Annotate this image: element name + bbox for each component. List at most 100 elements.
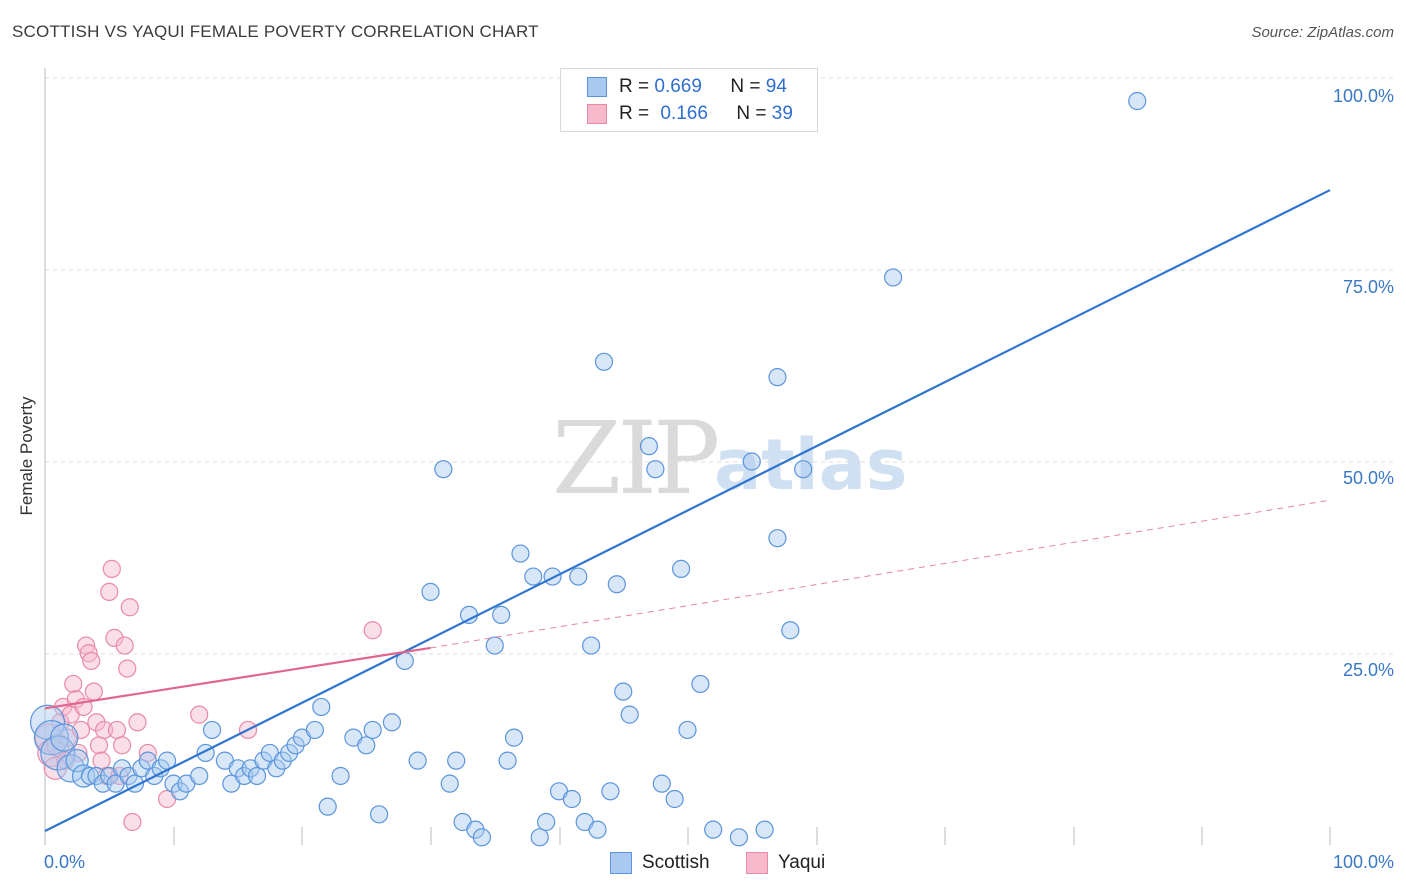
scottish-point — [498, 751, 517, 770]
source-credit: Source: ZipAtlas.com — [1251, 24, 1394, 41]
yaqui-point — [112, 736, 132, 755]
scottish-point — [607, 575, 626, 594]
legend-n-label: N = — [736, 103, 767, 124]
yaqui-point — [84, 682, 103, 701]
yaqui-point — [123, 812, 142, 832]
correlation-legend: R = 0.669 N = 94 R = 0.166 N = 39 — [560, 68, 818, 132]
legend-n-value: 39 — [771, 103, 793, 124]
scottish-point — [678, 720, 697, 740]
scottish-point — [665, 789, 684, 809]
legend-r-value: 0.166 — [660, 103, 708, 124]
scottish-point — [562, 789, 581, 809]
legend-n-label: N = — [730, 76, 761, 97]
scottish-point — [537, 812, 556, 832]
scottish-point — [447, 751, 466, 770]
scottish-point — [652, 774, 671, 793]
scottish-legend-icon — [610, 852, 632, 874]
yaqui-point — [100, 582, 119, 601]
scottish-point — [370, 805, 389, 824]
scottish-point — [755, 820, 774, 839]
chart-title: SCOTTISH VS YAQUI FEMALE POVERTY CORRELA… — [12, 22, 539, 41]
yaqui-point — [118, 659, 137, 678]
scottish-point — [504, 728, 524, 747]
yaqui-point — [87, 713, 106, 732]
scottish-point — [65, 748, 89, 773]
legend-label-yaqui: Yaqui — [778, 852, 826, 873]
trend-lines — [44, 189, 1331, 832]
scottish-point — [671, 559, 691, 578]
scottish-point — [312, 697, 331, 717]
scottish-point — [202, 720, 222, 740]
scottish-point — [440, 774, 459, 793]
legend-n-value: 94 — [765, 76, 787, 97]
scottish-point — [794, 460, 813, 479]
series-legend: Scottish Yaqui — [0, 852, 1406, 878]
x-tick-label-min: 0.0% — [44, 852, 86, 872]
legend-r-label: R = — [619, 103, 650, 124]
scottish-point — [543, 567, 562, 586]
scottish-point — [614, 682, 633, 701]
legend-r-label: R = — [619, 76, 650, 97]
scottish-point — [588, 820, 607, 839]
scottish-point — [247, 766, 267, 786]
scottish-point — [1128, 91, 1147, 111]
yaqui-point — [115, 636, 134, 655]
scottish-point — [318, 797, 337, 816]
yaqui-trend-line — [44, 646, 431, 710]
scottish-point — [691, 674, 710, 694]
scottish-point — [639, 437, 659, 456]
scottish-trend-line — [44, 189, 1331, 832]
scottish-point — [485, 636, 504, 655]
yaqui-trend-extension — [430, 499, 1330, 649]
y-tick-label-25: 25.0% — [1342, 660, 1394, 680]
scottish-point — [646, 460, 665, 479]
scottish-point — [883, 268, 903, 287]
scottish-point — [363, 720, 382, 740]
yaqui-point — [128, 713, 147, 732]
yaqui-point — [64, 674, 83, 694]
scottish-point — [434, 460, 453, 479]
scottish-point — [582, 636, 601, 655]
scottish-point — [71, 764, 96, 788]
scottish-points — [29, 91, 1147, 847]
yaqui-swatch-icon — [587, 104, 607, 124]
scottish-point — [492, 605, 511, 625]
yaqui-point — [95, 720, 114, 740]
y-tick-label-50: 50.0% — [1342, 468, 1394, 488]
legend-label-scottish: Scottish — [642, 852, 710, 873]
scottish-point — [768, 529, 787, 548]
scottish-point — [742, 452, 761, 471]
yaqui-point — [82, 651, 101, 671]
watermark-zip: ZIP — [552, 400, 720, 517]
legend-r-value: 0.669 — [654, 76, 702, 97]
scottish-point — [50, 723, 79, 752]
yaqui-legend-icon — [746, 852, 768, 874]
yaqui-point — [190, 705, 209, 724]
y-tick-label-100: 100.0% — [1332, 86, 1394, 106]
scottish-point — [729, 828, 749, 847]
yaqui-point — [71, 720, 91, 740]
scottish-point — [472, 828, 491, 847]
scottish-point — [305, 720, 324, 740]
scottish-point — [620, 705, 639, 724]
scottish-point — [569, 567, 588, 586]
legend-row-yaqui: R = 0.166 N = 39 — [587, 102, 793, 126]
scottish-point — [704, 820, 723, 839]
scottish-point — [421, 582, 440, 601]
yaqui-points — [34, 559, 382, 832]
axes — [44, 68, 1331, 845]
yaqui-point — [105, 628, 124, 648]
yaqui-point — [102, 559, 121, 578]
scottish-point — [459, 605, 479, 625]
scottish-point — [530, 828, 549, 847]
scottish-swatch-icon — [587, 77, 607, 97]
scottish-point — [601, 782, 620, 801]
y-axis-label: Female Poverty — [17, 396, 36, 516]
yaqui-point — [138, 743, 157, 763]
legend-item-scottish: Scottish — [610, 852, 710, 874]
yaqui-point — [107, 720, 127, 740]
x-tick-label-max: 100.0% — [1332, 852, 1394, 872]
scottish-point — [768, 368, 787, 387]
scottish-point — [357, 736, 376, 755]
scottish-point — [594, 352, 614, 371]
